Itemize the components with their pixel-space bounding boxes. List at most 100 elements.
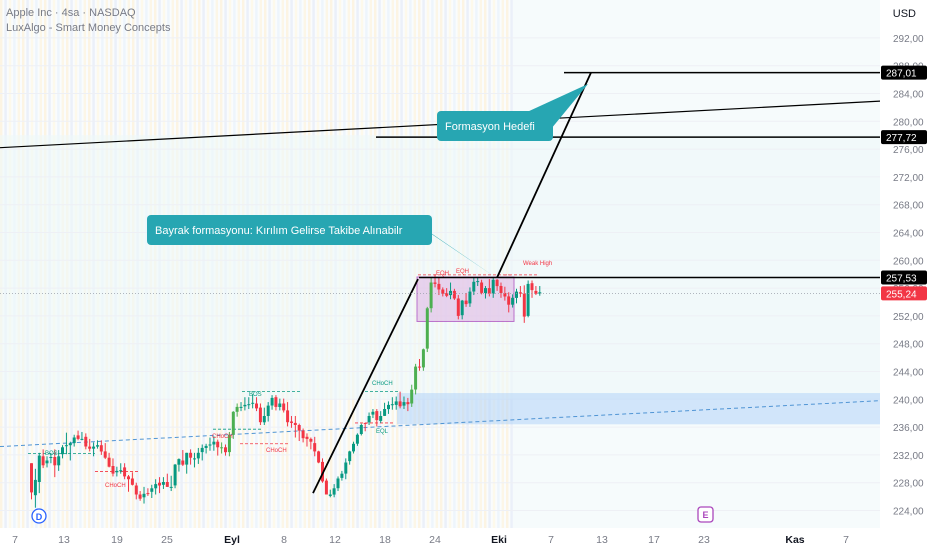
candle-body xyxy=(57,456,61,466)
candle xyxy=(274,395,278,411)
y-tick-label: 264,00 xyxy=(893,229,924,240)
candle-body xyxy=(274,397,278,407)
candle-body xyxy=(418,366,421,368)
x-tick-label: 25 xyxy=(161,534,173,546)
time-axis-bg xyxy=(0,528,932,550)
candle xyxy=(348,450,352,465)
candle-body xyxy=(367,416,371,423)
candle xyxy=(123,463,127,480)
candle xyxy=(290,415,293,428)
candle-body xyxy=(515,291,518,298)
candle-body xyxy=(286,410,290,423)
session-background xyxy=(0,0,513,528)
x-tick-label: 13 xyxy=(596,534,608,546)
candle-body xyxy=(313,443,317,452)
candle-body xyxy=(30,463,33,493)
candle xyxy=(239,402,243,412)
candle xyxy=(173,463,177,489)
candle xyxy=(49,452,53,464)
candle xyxy=(258,403,262,426)
candle xyxy=(231,411,235,439)
candle-body xyxy=(185,452,189,465)
candle xyxy=(352,441,355,454)
candle-body xyxy=(491,279,495,294)
candle-body xyxy=(181,460,185,465)
candle xyxy=(414,363,418,395)
symbol-title[interactable]: Apple Inc · 4sa · NASDAQ xyxy=(6,7,136,19)
candle xyxy=(103,443,107,460)
candle-body xyxy=(321,461,324,482)
candle xyxy=(406,397,410,412)
candle-body xyxy=(282,403,286,411)
candle-body xyxy=(150,488,154,492)
candle xyxy=(480,279,484,295)
candles xyxy=(30,274,542,508)
candle-body xyxy=(189,452,193,458)
candle-body xyxy=(239,406,243,408)
candle-body xyxy=(452,290,456,299)
price-axis: 224,00 228,00 232,00 236,00 240,00 244,00 248,… xyxy=(880,0,932,550)
candle xyxy=(429,276,433,313)
candle-body xyxy=(499,286,503,293)
candle xyxy=(220,442,224,454)
candle-body xyxy=(406,402,410,405)
x-tick-label: Kas xyxy=(785,534,804,546)
candle xyxy=(390,397,394,410)
candle-body xyxy=(134,485,138,495)
candle-body xyxy=(390,404,394,406)
earnings-marker xyxy=(697,506,714,523)
candle xyxy=(526,280,530,318)
candle xyxy=(394,396,398,410)
candle xyxy=(375,409,379,427)
candle xyxy=(92,442,96,457)
currency-label[interactable]: USD xyxy=(892,8,916,20)
candle-body xyxy=(88,446,92,449)
candle-body xyxy=(472,281,476,292)
candle-body xyxy=(464,300,468,305)
candle-body xyxy=(231,411,235,435)
candle xyxy=(441,287,445,297)
candle-body xyxy=(317,451,321,463)
y-tick-label: 280,00 xyxy=(893,117,924,128)
candle xyxy=(305,433,309,447)
candle xyxy=(165,473,169,487)
candle-body xyxy=(511,297,515,305)
callout-box xyxy=(147,215,432,245)
candle-body xyxy=(161,482,165,485)
x-tick-label: 7 xyxy=(843,534,849,546)
candle-body xyxy=(456,298,460,316)
candle xyxy=(142,486,146,504)
candle-body xyxy=(387,404,390,410)
x-tick-label: Eki xyxy=(491,534,507,546)
candle-body xyxy=(379,416,383,421)
candle xyxy=(266,402,270,422)
candle-body xyxy=(45,460,49,464)
candle xyxy=(208,437,212,451)
candle-body xyxy=(530,283,534,291)
indicator-name[interactable]: LuxAlgo - Smart Money Concepts xyxy=(6,22,171,34)
x-tick-label: 17 xyxy=(648,534,660,546)
candle-body xyxy=(324,480,328,495)
smc-label: EQH xyxy=(436,271,449,277)
candle-body xyxy=(220,447,224,449)
time-axis: 7 13 19 25 Eyl 8 12 18 24 Eki 7 13 17 23 Kas 7 xyxy=(0,528,932,550)
candle xyxy=(332,484,336,498)
candle-body xyxy=(72,437,76,444)
candle xyxy=(177,458,181,472)
y-tick-label: 236,00 xyxy=(893,423,924,434)
candle xyxy=(534,286,538,296)
candle-body xyxy=(64,445,68,447)
candle xyxy=(158,477,161,494)
y-tick-label: 292,00 xyxy=(893,34,924,45)
candle xyxy=(328,489,332,498)
price-tag: 287,01 xyxy=(886,69,917,80)
candle xyxy=(321,458,324,483)
smc-label: CHoCH xyxy=(372,381,393,387)
candle-body xyxy=(119,470,123,472)
candle-body xyxy=(290,421,293,423)
candle xyxy=(367,412,371,426)
candle xyxy=(499,282,503,298)
candle-body xyxy=(526,283,530,316)
